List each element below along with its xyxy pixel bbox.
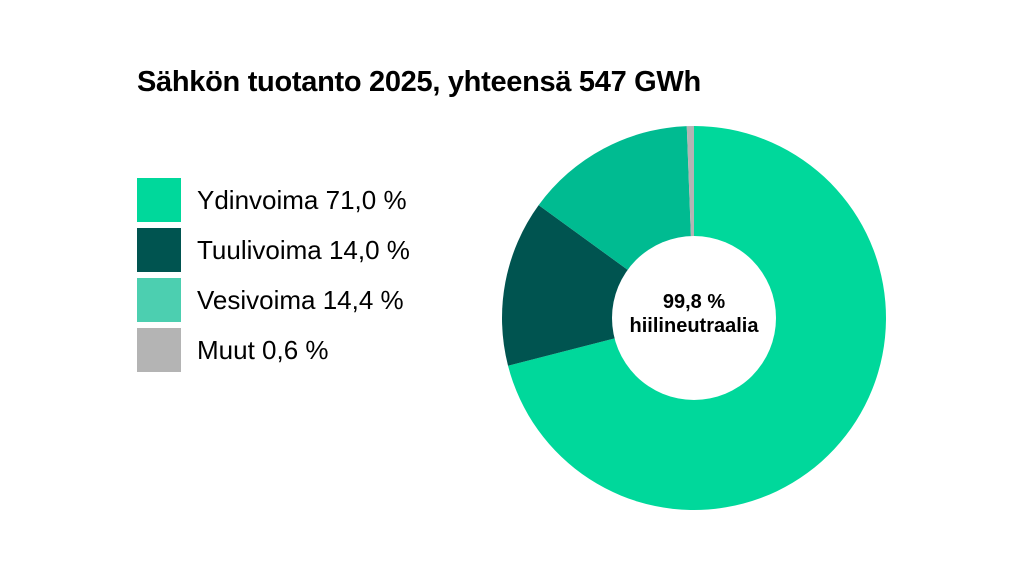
chart-title: Sähkön tuotanto 2025, yhteensä 547 GWh	[137, 66, 701, 98]
legend-item-ydinvoima: Ydinvoima 71,0 %	[137, 178, 410, 222]
legend-item-tuulivoima: Tuulivoima 14,0 %	[137, 228, 410, 272]
legend: Ydinvoima 71,0 % Tuulivoima 14,0 % Vesiv…	[137, 178, 410, 378]
legend-label-muut: Muut 0,6 %	[197, 334, 329, 365]
legend-item-muut: Muut 0,6 %	[137, 328, 410, 372]
center-label-line-1: 99,8 %	[663, 291, 725, 313]
legend-label-vesivoima: Vesivoima 14,4 %	[197, 284, 404, 315]
legend-swatch-tuulivoima	[137, 228, 181, 272]
legend-swatch-vesivoima	[137, 278, 181, 322]
legend-swatch-ydinvoima	[137, 178, 181, 222]
legend-swatch-muut	[137, 328, 181, 372]
donut-hole	[612, 236, 776, 400]
legend-label-tuulivoima: Tuulivoima 14,0 %	[197, 234, 410, 265]
legend-item-vesivoima: Vesivoima 14,4 %	[137, 278, 410, 322]
center-label-line-2: hiilineutraalia	[630, 315, 760, 337]
legend-label-ydinvoima: Ydinvoima 71,0 %	[197, 184, 407, 215]
